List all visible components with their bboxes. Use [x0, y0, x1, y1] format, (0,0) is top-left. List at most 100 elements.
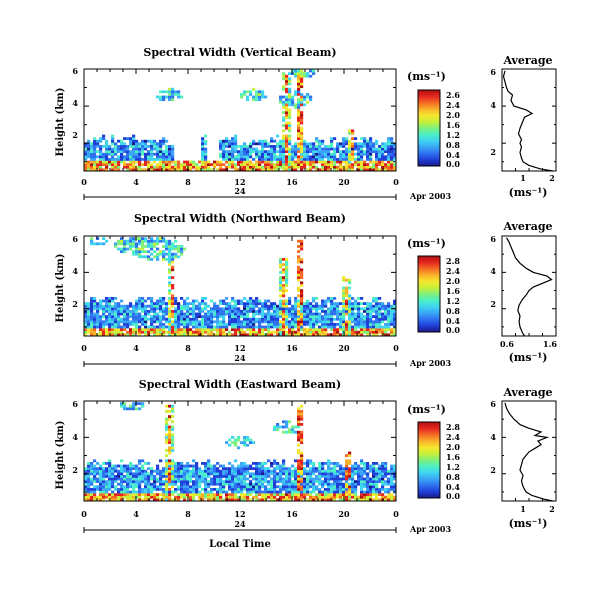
heatmap-cell [141, 158, 145, 161]
heatmap-cell [306, 145, 310, 148]
heatmap-cell [294, 320, 298, 324]
heatmap-cell [276, 333, 280, 337]
heatmap-cell [186, 482, 190, 486]
heatmap-cell [303, 307, 307, 311]
heatmap-cell [171, 255, 175, 259]
heatmap-cell [258, 90, 262, 94]
heatmap-cell [288, 95, 292, 99]
heatmap-cell [228, 312, 232, 316]
heatmap-cell [225, 482, 229, 486]
heatmap-cell [99, 147, 103, 151]
heatmap-cell [141, 493, 145, 496]
heatmap-cell [135, 469, 139, 473]
heatmap-cell [366, 325, 370, 329]
heatmap-cell [117, 160, 121, 164]
heatmap-cell [189, 475, 193, 478]
heatmap-cell [363, 307, 367, 311]
heatmap-cell [273, 425, 277, 429]
heatmap-cell [312, 464, 316, 468]
heatmap-cell [297, 158, 301, 161]
heatmap-cell [261, 477, 265, 481]
heatmap-cell [309, 158, 313, 161]
heatmap-cell [303, 155, 307, 159]
heatmap-cell [120, 310, 124, 313]
heatmap-cell [186, 328, 190, 331]
heatmap-cell [303, 472, 307, 476]
heatmap-cell [369, 464, 373, 468]
heatmap-cell [162, 325, 166, 329]
heatmap-cell [240, 441, 244, 444]
heatmap-cell [348, 129, 352, 133]
heatmap-cell [138, 488, 142, 491]
heatmap-cell [378, 467, 382, 470]
heatmap-cell [381, 325, 385, 329]
heatmap-cell [390, 323, 394, 326]
heatmap-cell [174, 252, 178, 256]
heatmap-cell [96, 310, 100, 313]
heatmap-cell [306, 142, 310, 146]
heatmap-cell [381, 320, 385, 324]
heatmap-cell [141, 247, 145, 251]
heatmap-cell [96, 323, 100, 326]
heatmap-cell [270, 317, 274, 321]
heatmap-cell [282, 328, 286, 331]
heatmap-cell [192, 160, 196, 164]
heatmap-cell [141, 469, 145, 473]
heatmap-cell [270, 158, 274, 161]
heatmap-cell [180, 252, 184, 256]
heatmap-cell [99, 493, 103, 496]
heatmap-cell [273, 310, 277, 313]
heatmap-cell [135, 330, 139, 334]
heatmap-cell [102, 472, 106, 476]
heatmap-cell [345, 472, 349, 476]
heatmap-cell [282, 134, 286, 138]
heatmap-cell [105, 147, 109, 151]
heatmap-cell [363, 165, 367, 169]
heatmap-cell [111, 328, 115, 331]
heatmap-cell [339, 320, 343, 324]
heatmap-cell [339, 168, 343, 172]
heatmap-cell [201, 469, 205, 473]
heatmap-cell [168, 263, 172, 266]
heatmap-cell [111, 150, 115, 153]
heatmap-cell [366, 490, 370, 494]
heatmap-cell [357, 297, 361, 300]
heatmap-cell [252, 95, 256, 99]
heatmap-cell [222, 333, 226, 337]
heatmap-cell [354, 307, 358, 311]
heatmap-cell [222, 163, 226, 166]
heatmap-cell [207, 467, 211, 470]
heatmap-cell [315, 480, 319, 483]
heatmap-cell [300, 320, 304, 324]
heatmap-cell [279, 425, 283, 429]
heatmap-cell [315, 297, 319, 300]
heatmap-cell [114, 152, 118, 156]
heatmap-cell [108, 323, 112, 326]
heatmap-cell [300, 121, 304, 125]
heatmap-cell [369, 490, 373, 494]
heatmap-cell [234, 168, 238, 172]
heatmap-cell [117, 320, 121, 324]
heatmap-cell [99, 315, 103, 318]
heatmap-cell [84, 328, 88, 331]
heatmap-cell [297, 276, 301, 279]
heatmap-cell [84, 477, 88, 481]
heatmap-cell [318, 469, 322, 473]
heatmap-cell [141, 237, 145, 240]
heatmap-cell [273, 498, 277, 502]
heatmap-cell [192, 498, 196, 502]
heatmap-cell [195, 467, 199, 470]
heatmap-cell [276, 320, 280, 324]
heatmap-cell [135, 490, 139, 494]
heatmap-cell [327, 158, 331, 161]
heatmap-cell [132, 165, 136, 169]
heatmap-cell [246, 95, 250, 99]
heatmap-cell [87, 320, 91, 324]
heatmap-cell [93, 317, 97, 321]
heatmap-cell [237, 302, 241, 305]
heatmap-cell [276, 330, 280, 334]
avg-x-label: (ms⁻¹) [509, 186, 548, 199]
heatmap-cell [183, 472, 187, 476]
heatmap-cell [276, 498, 280, 502]
heatmap-cell [366, 482, 370, 486]
